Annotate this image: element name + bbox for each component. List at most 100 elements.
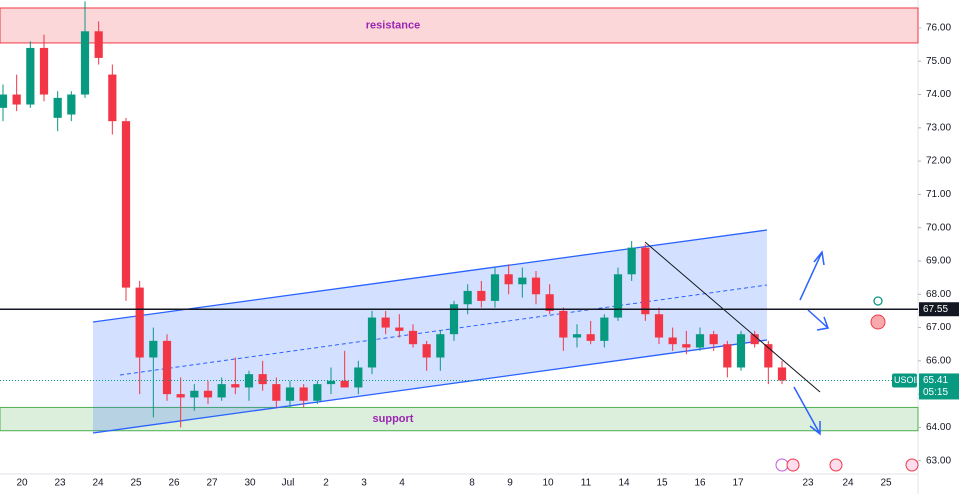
zone-label: resistance xyxy=(366,19,420,31)
x-tick-label: 24 xyxy=(842,478,854,489)
level-label: 67.55 xyxy=(923,304,948,315)
zone-label: support xyxy=(373,413,414,425)
candle-body xyxy=(80,31,90,95)
candle-body xyxy=(518,277,527,285)
candle-body xyxy=(217,384,226,398)
candle-body xyxy=(176,394,185,398)
candle-body xyxy=(190,390,199,398)
zone xyxy=(0,7,919,44)
event-icon[interactable] xyxy=(870,314,886,330)
candle-body xyxy=(695,334,705,348)
x-tick-label: 10 xyxy=(542,478,554,489)
y-tick-label: 66.00 xyxy=(926,355,951,366)
candle-body xyxy=(272,384,281,401)
candle-body xyxy=(326,380,336,385)
candle-body xyxy=(736,334,746,368)
candle-body xyxy=(53,97,62,118)
candle-body xyxy=(313,384,322,401)
candle-body xyxy=(67,94,76,115)
candle-body xyxy=(436,334,445,358)
channel-mid xyxy=(119,284,768,376)
candle-body xyxy=(285,387,295,401)
candle-body xyxy=(586,334,595,341)
x-tick-label: 14 xyxy=(618,478,630,489)
x-tick-label: 15 xyxy=(656,478,668,489)
candle-body xyxy=(94,31,103,58)
x-tick-label: Jul xyxy=(282,478,295,489)
candle-body xyxy=(108,74,117,122)
y-tick-label: 76.00 xyxy=(926,23,951,34)
candle-body xyxy=(559,310,568,338)
candle-body xyxy=(258,374,267,385)
candle-body xyxy=(490,274,500,301)
x-tick-label: 30 xyxy=(244,478,256,489)
trend-line xyxy=(644,241,821,393)
x-tick-label: 17 xyxy=(732,478,744,489)
candle-body xyxy=(26,47,35,105)
candle-body xyxy=(750,334,759,345)
channel-top xyxy=(92,229,768,323)
x-tick-label: 25 xyxy=(130,478,142,489)
candle-body xyxy=(463,290,472,305)
candle-body xyxy=(340,380,349,388)
y-tick-label: 74.00 xyxy=(926,89,951,100)
price-box xyxy=(919,373,959,400)
candle-body xyxy=(449,304,459,335)
x-tick-label: 8 xyxy=(469,478,475,489)
candle-body xyxy=(709,334,718,345)
candle-body xyxy=(367,317,377,368)
x-tick-label: 24 xyxy=(92,478,104,489)
candle-body xyxy=(764,344,773,368)
y-tick-label: 70.00 xyxy=(926,222,951,233)
candle-body xyxy=(149,340,158,358)
candle-body xyxy=(0,94,8,108)
y-tick-label: 67.00 xyxy=(926,322,951,333)
x-tick-label: 2 xyxy=(323,478,329,489)
candle-body xyxy=(299,387,308,401)
candle-body xyxy=(531,277,541,295)
y-tick-label: 68.00 xyxy=(926,289,951,300)
candle-body xyxy=(39,47,49,95)
y-tick-label: 73.00 xyxy=(926,122,951,133)
symbol-label: USOIL xyxy=(894,375,921,385)
candle-body xyxy=(545,294,554,311)
candle-body xyxy=(203,390,213,398)
x-tick-label: 9 xyxy=(507,478,513,489)
candle-body xyxy=(654,314,664,338)
y-tick-label: 75.00 xyxy=(926,56,951,67)
y-tick-label: 71.00 xyxy=(926,189,951,200)
forecast-arrows xyxy=(793,250,830,436)
channel-bottom xyxy=(92,339,768,434)
candle-body xyxy=(682,344,691,348)
candle-body xyxy=(613,274,623,318)
x-tick-label: 16 xyxy=(694,478,706,489)
y-tick-label: 63.00 xyxy=(926,455,951,466)
y-tick-label: 64.00 xyxy=(926,422,951,433)
candle-body xyxy=(135,287,144,358)
candle-body xyxy=(354,367,363,388)
candle-body xyxy=(162,340,172,395)
candle-body xyxy=(408,330,418,345)
candle-body xyxy=(572,334,582,338)
candle-body xyxy=(422,344,431,358)
candle-body xyxy=(395,327,404,331)
countdown-label: 05:15 xyxy=(923,387,948,398)
x-tick-label: 3 xyxy=(361,478,367,489)
symbol-box xyxy=(892,373,917,388)
level-box xyxy=(919,302,959,317)
y-tick-label: 72.00 xyxy=(926,156,951,167)
x-tick-label: 20 xyxy=(16,478,28,489)
last-price-label: 65.41 xyxy=(923,375,948,386)
candle-body xyxy=(504,274,513,285)
alert-icon[interactable] xyxy=(873,296,883,306)
x-tick-label: 11 xyxy=(581,478,592,489)
zone xyxy=(0,406,919,432)
x-tick-label: 27 xyxy=(206,478,218,489)
candle-body xyxy=(477,290,486,301)
candle-body xyxy=(600,317,609,341)
x-tick-label: 23 xyxy=(54,478,66,489)
x-tick-label: 4 xyxy=(399,478,405,489)
x-tick-label: 25 xyxy=(880,478,892,489)
